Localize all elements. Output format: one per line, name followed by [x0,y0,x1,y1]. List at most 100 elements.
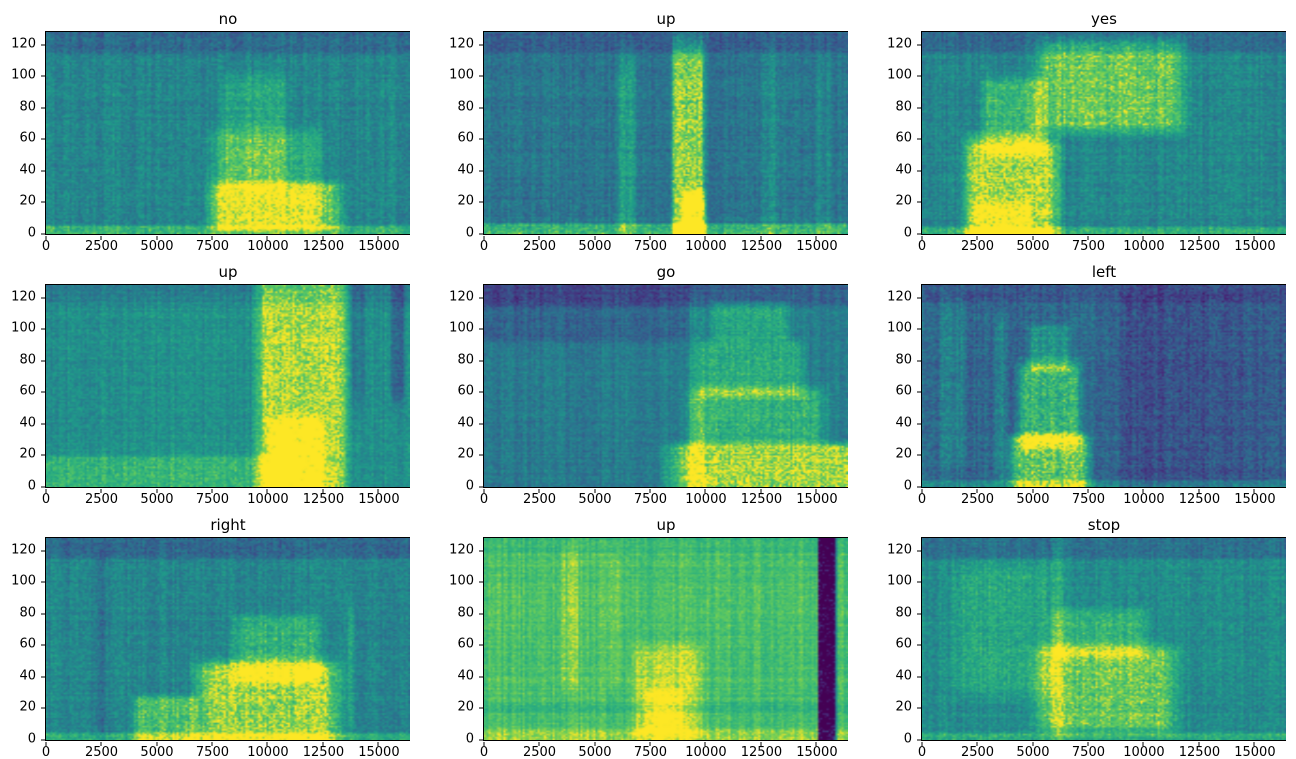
spectrogram-plot-area [479,284,848,493]
y-tick-mark [41,613,45,615]
subplot-title: up [656,516,676,534]
subplot-title: up [218,263,238,281]
y-tick-label: 100 [449,573,474,589]
y-tick-mark [41,486,45,488]
x-tick-label: 10000 [247,239,289,254]
x-tick-label: 7500 [633,492,667,507]
x-tick-mark [100,742,102,746]
x-tick-label: 12500 [740,492,783,507]
y-tick-label: 40 [19,415,36,431]
y-tick-label: 20 [19,699,36,715]
x-tick-label: 15000 [1234,239,1276,254]
y-tick-label: 40 [457,415,474,431]
y-tick-mark [479,201,483,203]
y-tick-mark [41,138,45,140]
x-tick-mark [1087,742,1089,746]
x-tick-label: 7500 [1071,239,1105,254]
y-tick-label: 120 [887,542,912,558]
y-tick-mark [917,328,921,330]
y-tick-mark [917,613,921,615]
y-tick-mark [41,391,45,393]
y-tick-label: 60 [457,383,474,399]
y-tick-mark [41,550,45,552]
y-tick-mark [41,170,45,172]
x-tick-mark [649,742,651,746]
y-tick-label: 40 [19,668,36,684]
x-axis-tick-labels: 0 2500 5000 7500 10000 12500 15000 [42,235,410,255]
subplot-title: up [656,10,676,28]
spectrogram-plot-area [41,31,410,240]
x-tick-mark [156,742,158,746]
x-tick-label: 15000 [796,492,838,507]
y-tick-label: 80 [19,605,36,621]
x-tick-mark [594,489,596,493]
y-tick-label: 80 [457,605,474,621]
y-axis-tick-labels: 0 20 40 60 80 100 120 [878,284,921,493]
x-tick-label: 10000 [1123,492,1165,507]
x-tick-label: 5000 [578,239,612,254]
y-tick-mark [917,739,921,741]
x-tick-label: 7500 [633,745,667,759]
y-tick-label: 0 [903,731,912,747]
y-tick-mark [479,233,483,235]
x-tick-mark [211,742,213,746]
subplot-title: no [218,10,238,28]
x-tick-label: 2500 [960,492,995,507]
x-tick-label: 0 [479,239,489,254]
y-tick-mark [917,44,921,46]
y-tick-mark [917,454,921,456]
y-tick-label: 60 [19,130,36,146]
spectrogram-canvas [46,32,410,234]
spectrogram-plot-area [41,284,410,493]
x-tick-label: 10000 [247,492,289,507]
x-tick-label: 2500 [522,492,557,507]
y-tick-label: 0 [27,478,36,494]
x-tick-label: 10000 [1123,239,1165,254]
x-tick-label: 5000 [578,492,612,507]
x-tick-label: 10000 [685,745,727,759]
y-axis-tick-labels: 0 20 40 60 80 100 120 [878,31,921,240]
x-tick-mark [1087,489,1089,493]
x-tick-mark [45,489,47,493]
x-tick-label: 15000 [1234,745,1276,759]
x-axis-tick-labels: 0 2500 5000 7500 10000 12500 15000 [918,235,1286,255]
x-tick-mark [1142,489,1144,493]
y-tick-label: 0 [27,731,36,747]
subplot-title: yes [1091,10,1117,28]
y-axis-tick-labels: 0 20 40 60 80 100 120 [440,284,483,493]
x-tick-label: 7500 [633,239,667,254]
x-tick-label: 0 [917,492,927,507]
y-tick-label: 120 [11,36,36,52]
x-tick-mark [1198,742,1200,746]
x-tick-label: 0 [479,492,489,507]
y-tick-label: 100 [11,320,36,336]
x-tick-label: 2500 [522,745,557,759]
x-tick-mark [1032,489,1034,493]
y-tick-label: 100 [887,573,912,589]
spectrogram-canvas [484,285,848,487]
y-tick-mark [917,170,921,172]
y-tick-label: 0 [465,731,474,747]
x-tick-label: 2500 [960,745,995,759]
y-tick-mark [41,581,45,583]
x-tick-mark [377,489,379,493]
x-tick-mark [1198,236,1200,240]
y-tick-label: 60 [457,130,474,146]
y-axis-tick-labels: 0 20 40 60 80 100 120 [440,537,483,746]
y-tick-mark [479,676,483,678]
x-tick-mark [704,236,706,240]
spectrogram-canvas [922,32,1286,234]
spectrogram-plot-area [479,537,848,746]
x-tick-mark [1198,489,1200,493]
y-axis-tick-labels: 0 20 40 60 80 100 120 [878,537,921,746]
x-axis-tick-labels: 0 2500 5000 7500 10000 12500 15000 [42,488,410,508]
y-tick-label: 120 [449,36,474,52]
subplot-title: left [1091,263,1117,281]
x-tick-label: 10000 [247,745,289,759]
x-tick-mark [704,742,706,746]
y-tick-label: 120 [887,289,912,305]
x-tick-mark [1253,236,1255,240]
y-tick-mark [41,107,45,109]
y-tick-label: 20 [895,193,912,209]
